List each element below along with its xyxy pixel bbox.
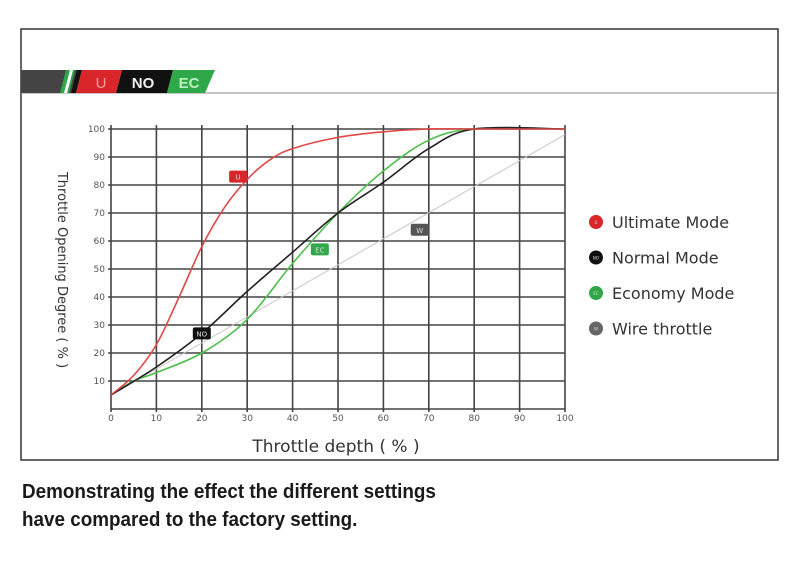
legend-label: Wire throttle <box>612 320 712 339</box>
x-tick-label: 20 <box>196 414 208 424</box>
svg-text:U: U <box>595 220 598 225</box>
x-tick-label: 90 <box>514 414 526 424</box>
legend-dot-icon <box>589 215 603 229</box>
svg-text:W: W <box>594 327 598 332</box>
legend: U Ultimate Mode NO Normal Mode EC Economy Mod… <box>589 213 734 339</box>
svg-text:EC: EC <box>315 246 324 254</box>
legend-dot-icon <box>589 286 603 300</box>
series-line-ec <box>110 127 566 396</box>
svg-text:NO: NO <box>196 330 207 338</box>
series-badge-no: NO <box>192 327 211 340</box>
caption: Demonstrating the effect the different s… <box>22 478 436 534</box>
series-lines <box>110 126 566 396</box>
y-tick-label: 20 <box>94 349 106 359</box>
svg-text:W: W <box>416 227 423 235</box>
caption-line-1: Demonstrating the effect the different s… <box>22 480 436 503</box>
y-tick-label: 30 <box>94 321 106 331</box>
legend-dot-icon <box>589 321 603 336</box>
svg-text:U: U <box>236 174 241 182</box>
logo-badge-u: U <box>96 75 107 92</box>
y-tick-label: 60 <box>94 237 106 247</box>
caption-line-2: have compared to the factory setting. <box>22 508 358 531</box>
x-tick-label: 70 <box>423 414 435 424</box>
x-tick-label: 40 <box>287 414 299 424</box>
svg-text:EC: EC <box>593 291 599 296</box>
x-tick-label: 10 <box>151 414 163 424</box>
y-tick-label: 90 <box>94 153 106 163</box>
legend-item: U Ultimate Mode <box>589 213 729 232</box>
y-tick-label: 40 <box>94 293 106 303</box>
legend-item: EC Economy Mode <box>589 284 734 303</box>
legend-label: Ultimate Mode <box>612 213 729 232</box>
legend-item: W Wire throttle <box>589 320 712 339</box>
x-tick-label: 80 <box>468 414 480 424</box>
y-tick-label: 100 <box>88 125 105 135</box>
y-tick-label: 80 <box>94 181 106 191</box>
x-tick-label: 60 <box>378 414 390 424</box>
y-axis-label: Throttle Opening Degree ( % ) <box>54 171 69 368</box>
series-badges: U NO EC W <box>192 170 429 340</box>
legend-item: NO Normal Mode <box>589 249 719 268</box>
x-tick-label: 50 <box>332 414 344 424</box>
legend-label: Economy Mode <box>612 284 734 303</box>
x-axis-label: Throttle depth ( % ) <box>251 437 419 457</box>
svg-text:NO: NO <box>593 256 599 261</box>
mode-logo: U NO EC <box>21 70 778 94</box>
tick-labels: 0 10 20 30 40 50 60 70 80 90 100 10 20 30 40 50 60 70 80 90… <box>88 125 574 424</box>
y-tick-label: 70 <box>94 209 106 219</box>
plot-grid <box>108 125 566 412</box>
x-tick-label: 0 <box>108 414 114 424</box>
legend-dot-icon <box>589 250 603 265</box>
series-line-u <box>110 127 565 396</box>
logo-badge-ec: EC <box>179 75 200 92</box>
series-badge-u: U <box>229 170 248 183</box>
y-tick-label: 10 <box>94 377 106 387</box>
chart-frame <box>20 28 779 461</box>
series-badge-w: W <box>410 223 429 236</box>
series-line-no <box>110 126 566 396</box>
y-tick-label: 50 <box>94 265 106 275</box>
logo-badge-no: NO <box>132 75 155 92</box>
x-tick-label: 30 <box>241 414 253 424</box>
series-badge-ec: EC <box>310 243 329 256</box>
legend-label: Normal Mode <box>612 249 719 268</box>
series-line-w <box>110 134 566 396</box>
x-tick-label: 100 <box>556 414 573 424</box>
